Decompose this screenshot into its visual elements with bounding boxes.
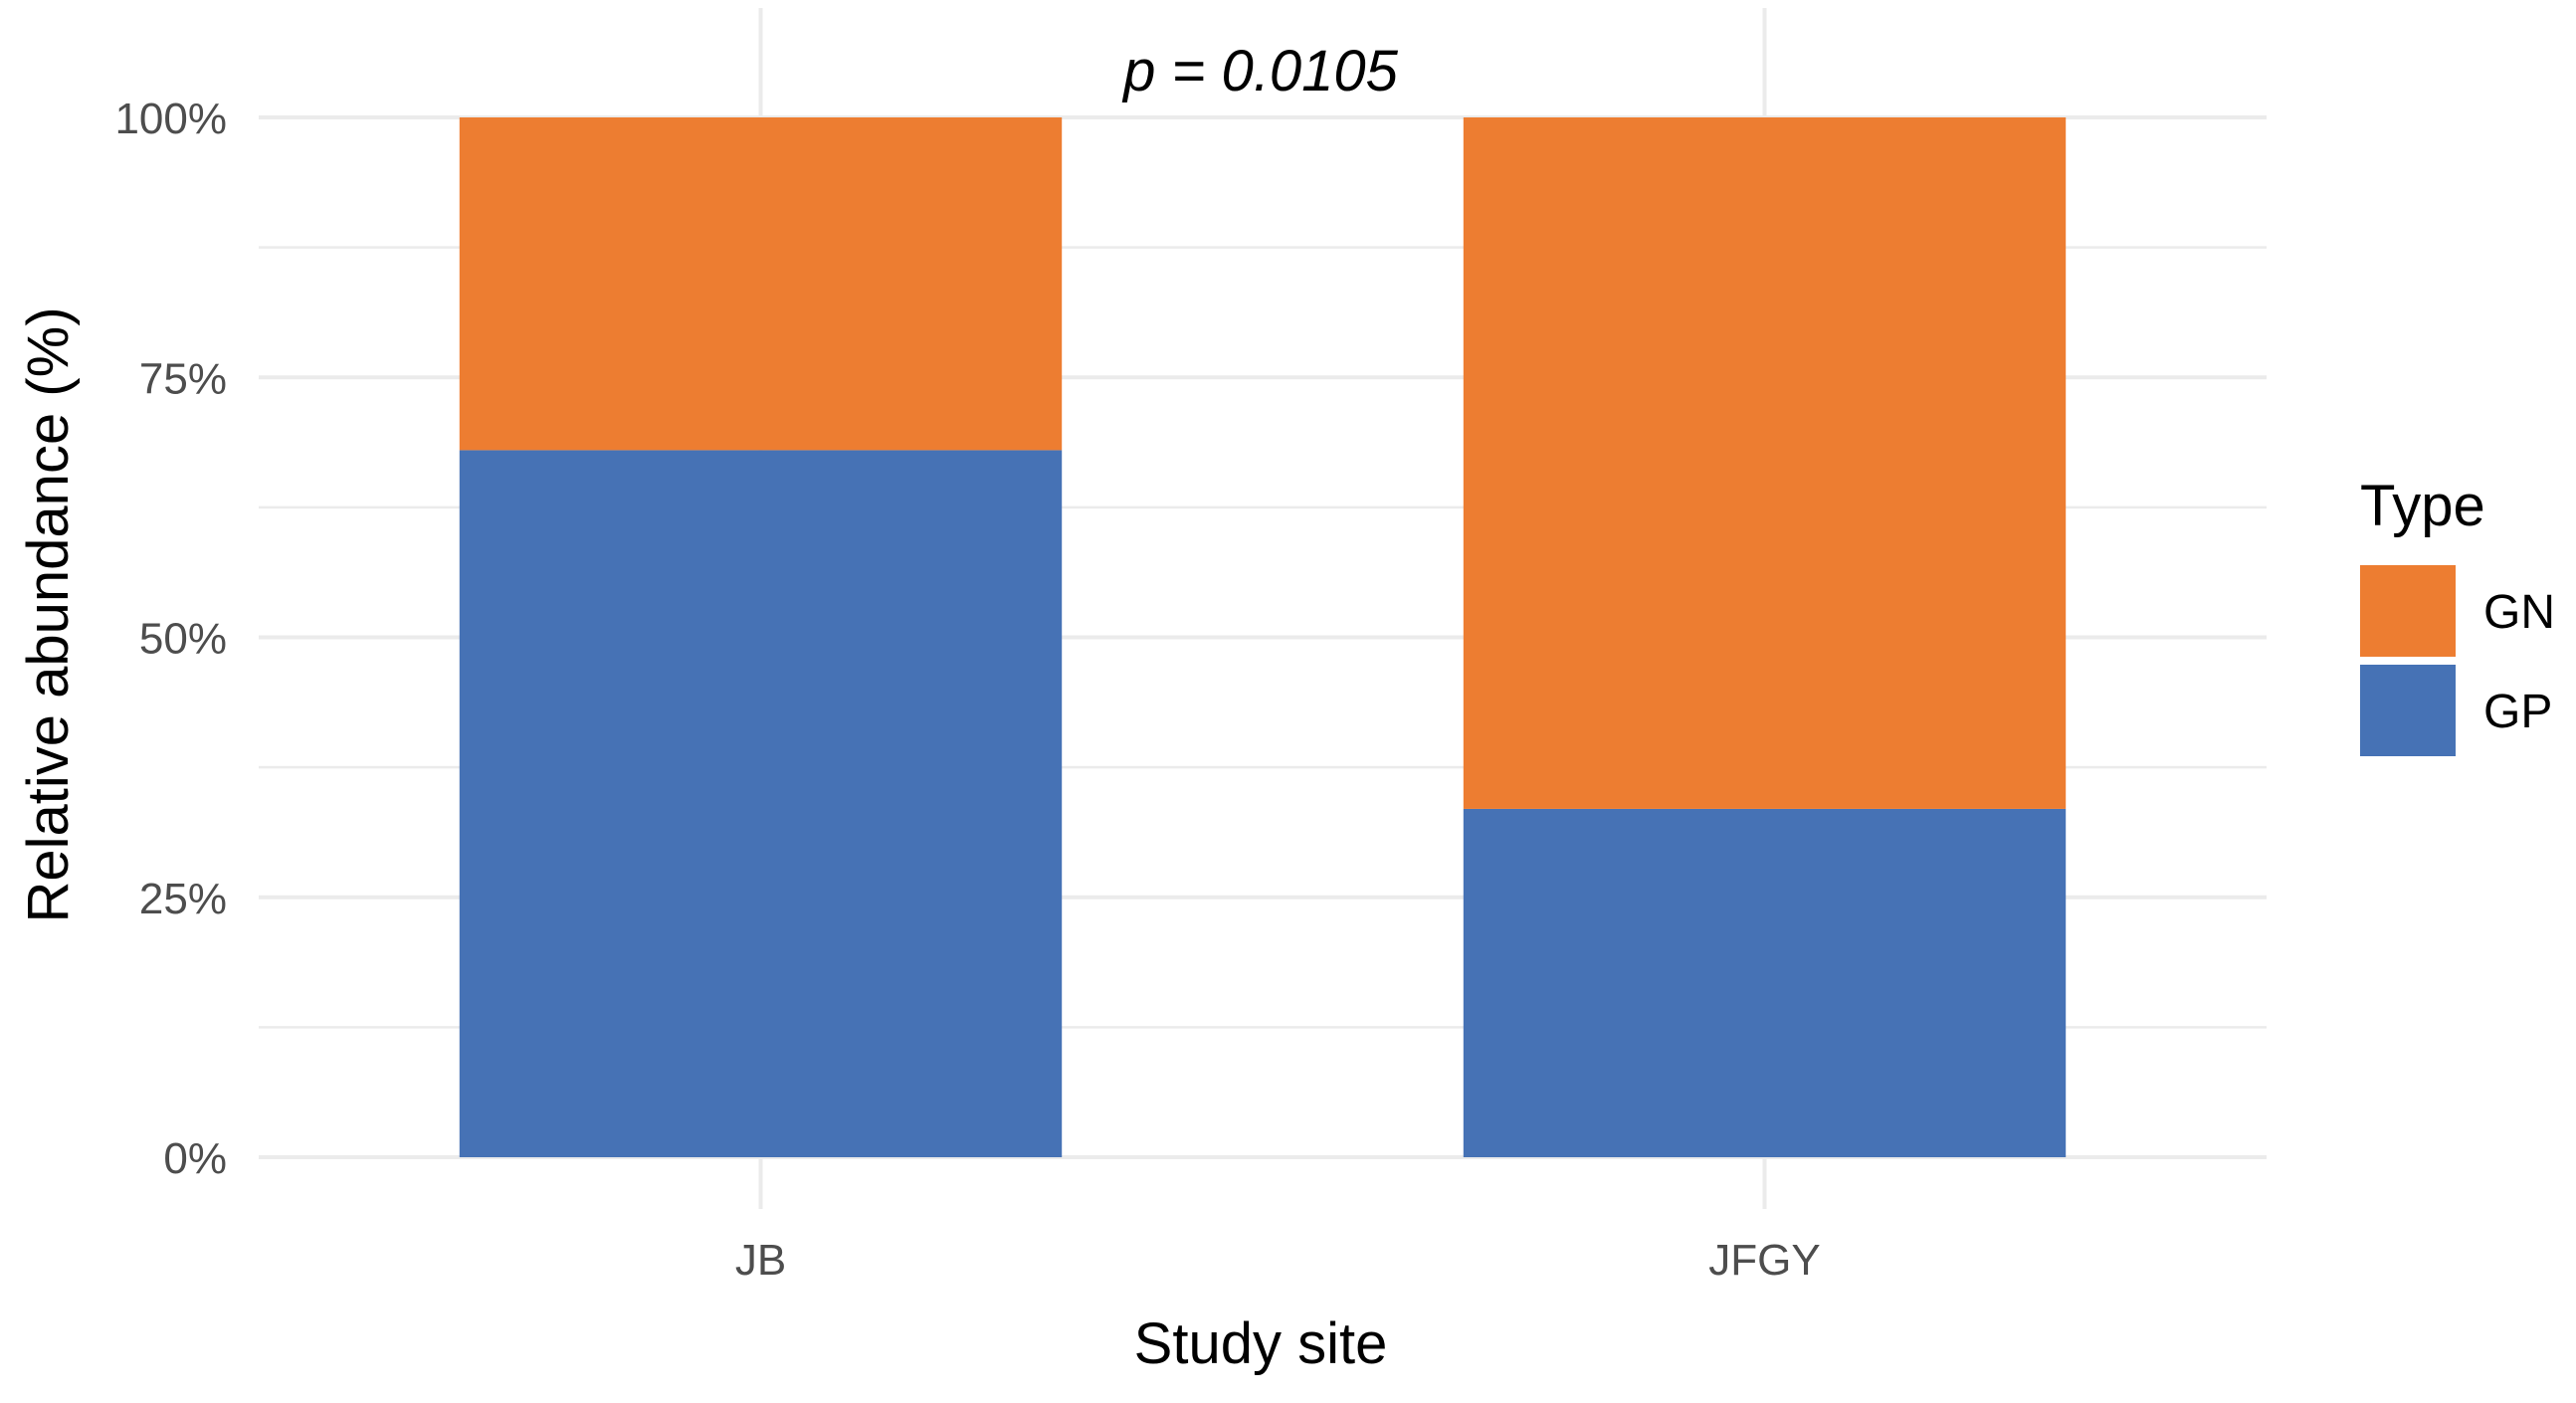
y-tick-label: 25% [139,875,227,923]
bar-jfgy-gn [1463,117,2067,809]
y-tick-label: 0% [163,1134,227,1183]
y-tick-labels: 0% 25% 50% 75% 100% [114,95,227,1183]
legend-label-gp: GP [2483,686,2552,738]
y-tick-label: 75% [139,354,227,403]
x-tick-labels: JB JFGY [735,1236,1821,1285]
legend-swatch-gn [2360,565,2456,657]
bar-jb-gn [459,117,1063,451]
legend-title: Type [2360,474,2485,538]
bar-jb-gp [459,450,1063,1157]
bar-jfgy-gp [1463,808,2067,1157]
x-tick-label: JB [735,1236,786,1285]
x-axis-title: Study site [1134,1311,1388,1376]
x-tick-label: JFGY [1708,1236,1820,1285]
y-axis-title: Relative abundance (%) [16,306,81,922]
legend: Type GN GP [2360,474,2555,756]
y-tick-label: 50% [139,615,227,664]
legend-swatch-gp [2360,665,2456,756]
bars [459,117,2067,1157]
legend-entries: GN GP [2360,565,2555,756]
p-value-annotation: p = 0.0105 [1121,39,1398,103]
legend-label-gn: GN [2483,586,2555,639]
y-tick-label: 100% [114,95,227,143]
